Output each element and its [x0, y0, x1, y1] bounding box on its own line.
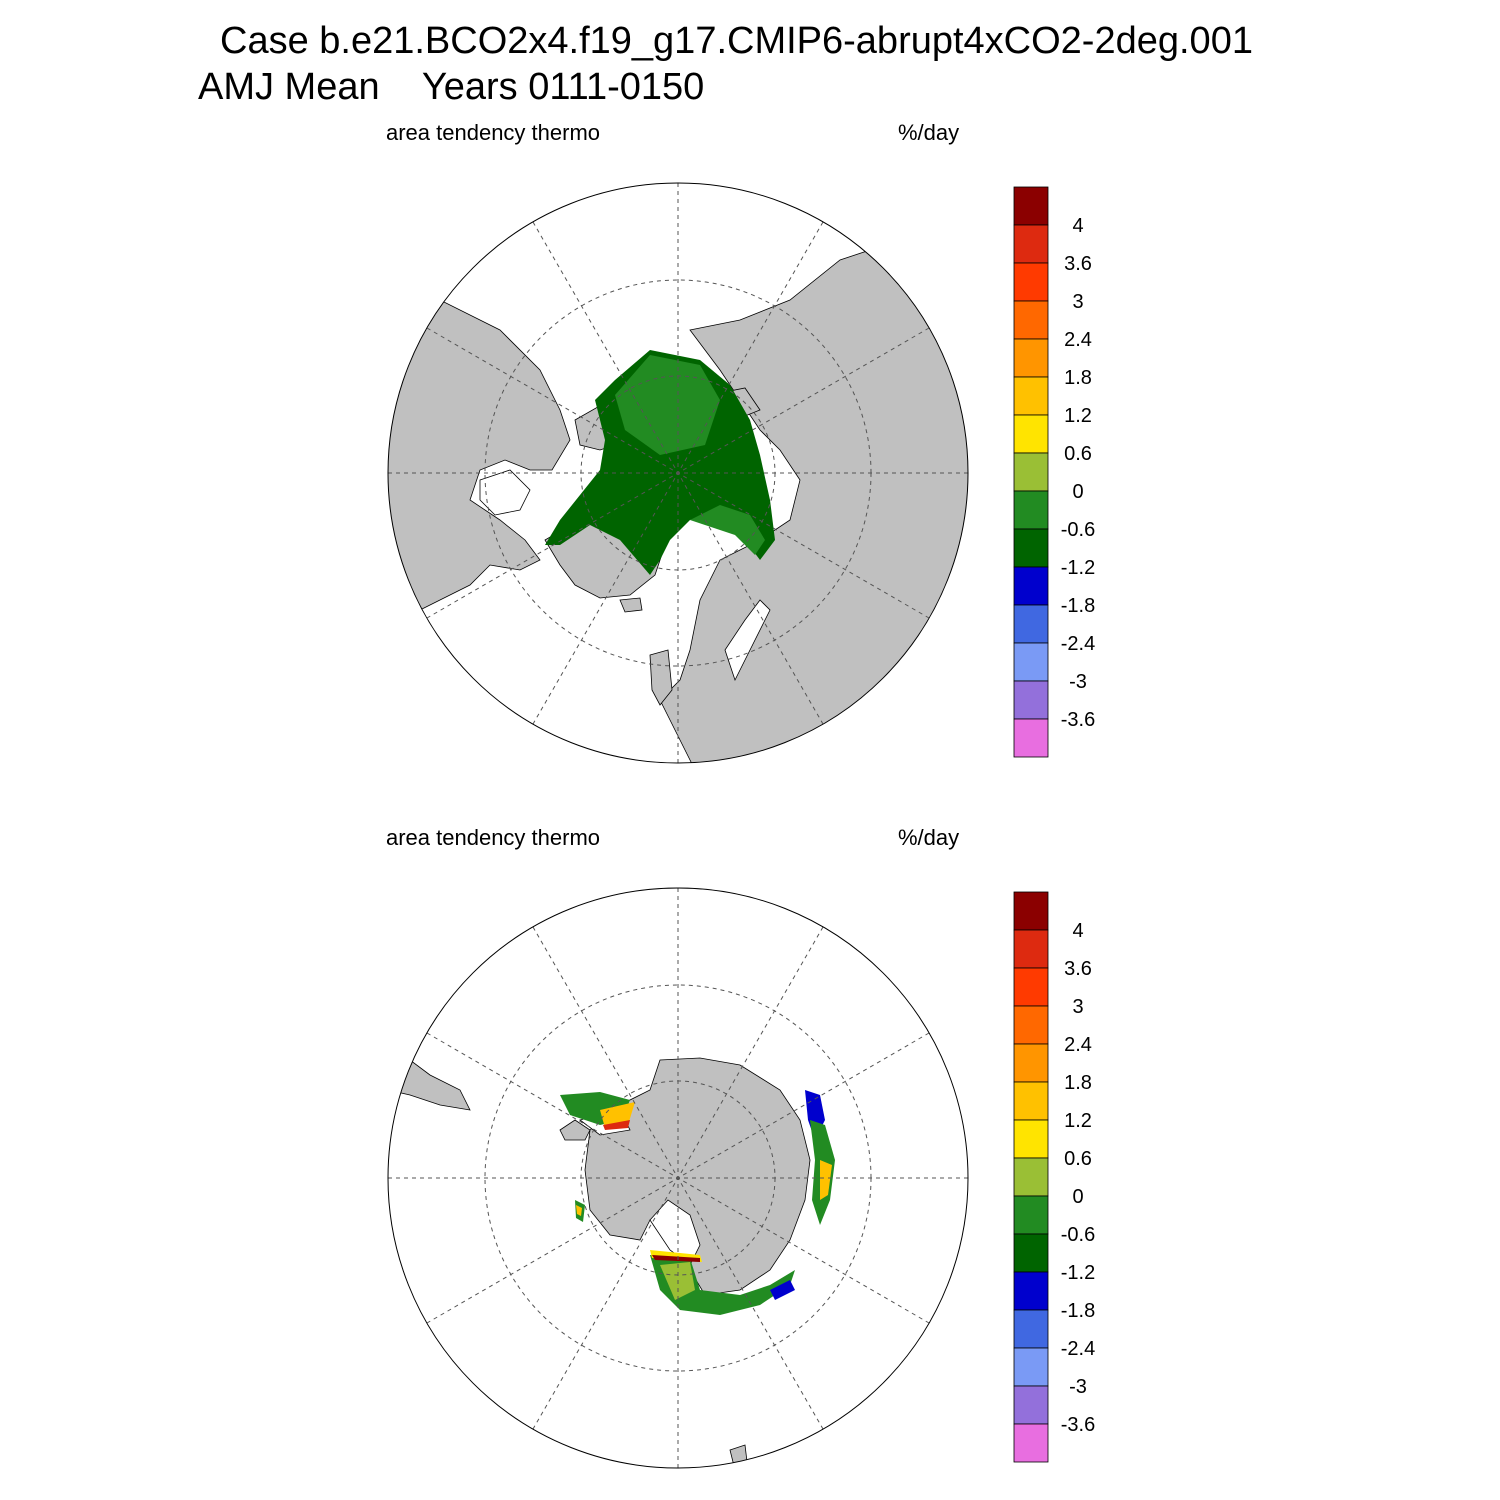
- south-colorbar-tick-label: 3.6: [1064, 958, 1092, 980]
- north-colorbar-box-1: [1013, 224, 1049, 264]
- ross-ice-shelf: [649, 1199, 701, 1266]
- south-colorbar-tick-label: 3: [1072, 996, 1083, 1018]
- south-ice-field: [560, 1090, 835, 1315]
- north-colorbar-box-13: [1013, 680, 1049, 720]
- north-colorbar-tick-label: -0.6: [1061, 519, 1095, 541]
- north-units-label: %/day: [898, 120, 960, 145]
- north-colorbar-box-7: [1013, 452, 1049, 492]
- season-label: AMJ Mean: [198, 66, 380, 108]
- north-colorbar-box-11: [1013, 604, 1049, 644]
- north-ice-barents-green: [690, 505, 765, 555]
- ross-ice-red-edge: [652, 1255, 700, 1262]
- case-title: Case b.e21.BCO2x4.f19_g17.CMIP6-abrupt4x…: [220, 20, 1253, 62]
- north-colorbar-box-0: [1013, 186, 1049, 226]
- south-variable-label: area tendency thermo: [386, 825, 601, 850]
- north-colorbar: 4 3.6 3 2.4 1.8 1.2 0.6 0 -0.6 -1.2 -1.8 -2.4 -3 -3.6: [1013, 186, 1095, 758]
- south-colorbar-tick-label: -1.2: [1061, 1262, 1095, 1284]
- south-colorbar-box-4: [1013, 1043, 1049, 1083]
- north-colorbar-box-10: [1013, 566, 1049, 606]
- north-america-land: [388, 299, 571, 641]
- south-colorbar: 4 3.6 3 2.4 1.8 1.2 0.6 0 -0.6 -1.2 -1.8 -2.4 -3 -3.6: [1013, 891, 1095, 1463]
- south-units-label: %/day: [898, 825, 960, 850]
- north-colorbar-box-3: [1013, 300, 1049, 340]
- south-colorbar-tick-label: 0: [1072, 1186, 1083, 1208]
- north-colorbar-box-12: [1013, 642, 1049, 682]
- west-ice-yellow: [576, 1205, 582, 1216]
- years-label: Years 0111-0150: [421, 66, 705, 108]
- new-zealand-land: [729, 1444, 749, 1468]
- antarctic-peninsula-land: [559, 1119, 591, 1141]
- north-colorbar-tick-label: 0: [1072, 481, 1083, 503]
- east-ice-yellow: [820, 1160, 832, 1200]
- south-colorbar-tick-label: -3: [1069, 1376, 1087, 1398]
- north-colorbar-tick-label: -3.6: [1061, 709, 1095, 731]
- north-land: [388, 239, 968, 763]
- north-colorbar-tick-label: 3: [1072, 291, 1083, 313]
- hudson-bay: [479, 469, 531, 516]
- north-colorbar-tick-label: 3.6: [1064, 253, 1092, 275]
- north-colorbar-tick-label: 4: [1072, 215, 1083, 237]
- south-land: [388, 1057, 811, 1468]
- north-colorbar-box-5: [1013, 376, 1049, 416]
- south-colorbar-tick-label: 1.2: [1064, 1110, 1092, 1132]
- north-colorbar-box-6: [1013, 414, 1049, 454]
- south-colorbar-tick-label: 2.4: [1064, 1034, 1092, 1056]
- weddell-ice-red: [603, 1120, 630, 1130]
- ross-ice-blue: [770, 1280, 795, 1300]
- south-colorbar-tick-label: 1.8: [1064, 1072, 1092, 1094]
- south-colorbar-box-3: [1013, 1005, 1049, 1045]
- south-colorbar-tick-label: -1.8: [1061, 1300, 1095, 1322]
- south-colorbar-box-2: [1013, 967, 1049, 1007]
- north-colorbar-box-4: [1013, 338, 1049, 378]
- north-colorbar-box-2: [1013, 262, 1049, 302]
- north-colorbar-box-8: [1013, 490, 1049, 530]
- south-colorbar-box-10: [1013, 1271, 1049, 1311]
- north-ice-mid-green: [615, 355, 720, 455]
- north-colorbar-tick-label: 1.8: [1064, 367, 1092, 389]
- south-colorbar-box-0: [1013, 891, 1049, 931]
- south-colorbar-box-13: [1013, 1385, 1049, 1425]
- north-graticule: [388, 183, 968, 763]
- north-colorbar-box-14: [1013, 718, 1049, 758]
- north-colorbar-tick-label: -2.4: [1061, 633, 1095, 655]
- south-colorbar-box-12: [1013, 1347, 1049, 1387]
- south-colorbar-box-9: [1013, 1233, 1049, 1273]
- south-colorbar-tick-label: -2.4: [1061, 1338, 1095, 1360]
- british-isles-land: [649, 649, 673, 706]
- south-colorbar-box-14: [1013, 1423, 1049, 1463]
- south-colorbar-tick-label: 0.6: [1064, 1148, 1092, 1170]
- south-colorbar-box-11: [1013, 1309, 1049, 1349]
- north-colorbar-tick-label: -1.2: [1061, 557, 1095, 579]
- antarctica-land: [584, 1057, 811, 1296]
- north-colorbar-tick-label: 1.2: [1064, 405, 1092, 427]
- south-colorbar-tick-label: -3.6: [1061, 1414, 1095, 1436]
- south-polar-map: [387, 887, 969, 1469]
- north-colorbar-box-9: [1013, 528, 1049, 568]
- north-colorbar-tick-label: -1.8: [1061, 595, 1095, 617]
- south-graticule: [388, 888, 968, 1468]
- south-colorbar-box-7: [1013, 1157, 1049, 1197]
- south-colorbar-box-8: [1013, 1195, 1049, 1235]
- south-colorbar-box-1: [1013, 929, 1049, 969]
- season-years-title: AMJ Mean Years 0111-0150: [198, 66, 704, 109]
- north-colorbar-tick-label: 2.4: [1064, 329, 1092, 351]
- south-colorbar-box-6: [1013, 1119, 1049, 1159]
- south-colorbar-box-5: [1013, 1081, 1049, 1121]
- north-colorbar-tick-label: 0.6: [1064, 443, 1092, 465]
- north-map-border: [387, 182, 969, 764]
- iceland-land: [619, 597, 643, 613]
- south-colorbar-tick-label: -0.6: [1061, 1224, 1095, 1246]
- south-map-border: [387, 887, 969, 1469]
- north-ice-field: [545, 350, 775, 575]
- north-polar-map: [387, 182, 969, 764]
- north-colorbar-tick-label: -3: [1069, 671, 1087, 693]
- south-colorbar-tick-label: 4: [1072, 920, 1083, 942]
- north-variable-label: area tendency thermo: [386, 120, 601, 145]
- baltic-sea: [724, 599, 771, 682]
